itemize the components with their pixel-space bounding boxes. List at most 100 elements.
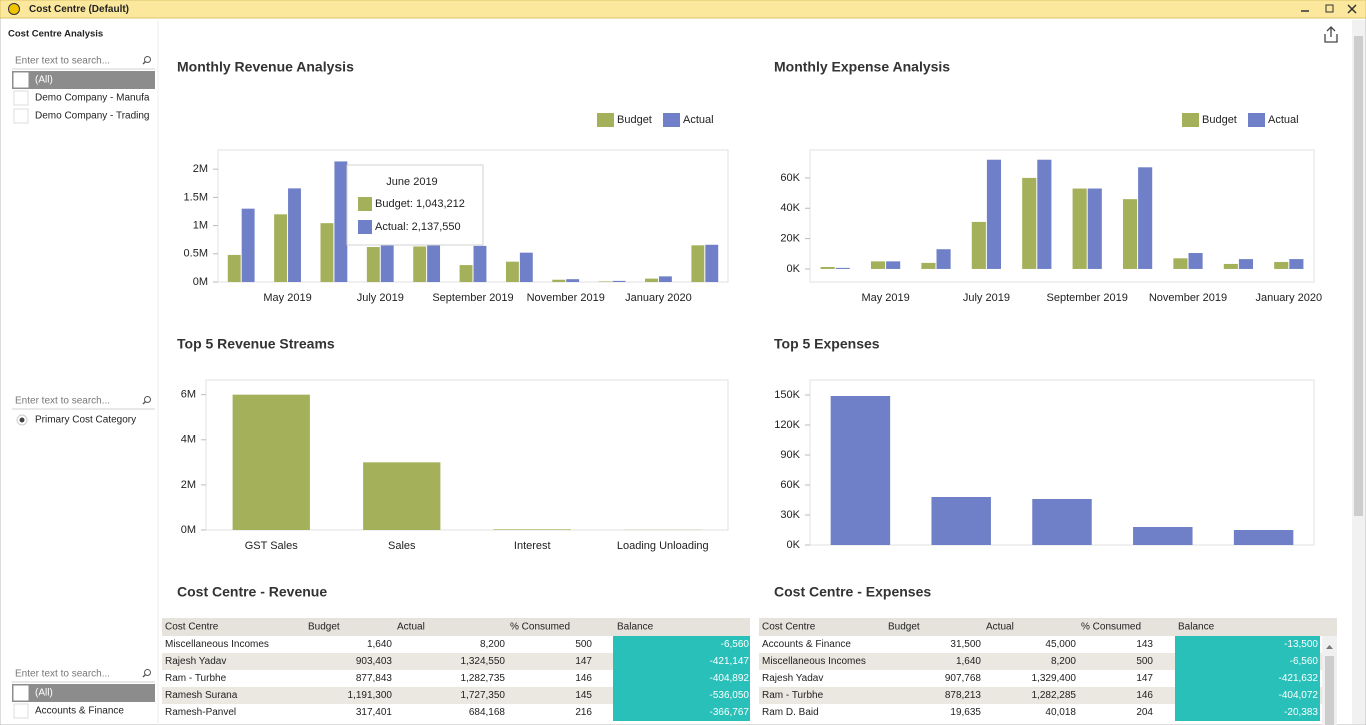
filter-item[interactable]: Primary Cost Category bbox=[35, 415, 136, 426]
table-cell: 19,635 bbox=[950, 707, 981, 718]
table-cell: -13,500 bbox=[1284, 639, 1318, 650]
table-row bbox=[162, 636, 750, 653]
table-cell: 147 bbox=[575, 656, 592, 667]
x-tick-label: Sales bbox=[388, 540, 416, 552]
search-box[interactable] bbox=[12, 666, 155, 682]
app-icon bbox=[8, 3, 20, 15]
scroll-arrow[interactable] bbox=[1326, 645, 1333, 649]
bar bbox=[658, 276, 672, 282]
bar bbox=[288, 188, 301, 282]
table-cell: 143 bbox=[1136, 639, 1153, 650]
bar bbox=[320, 223, 334, 282]
restore-button[interactable] bbox=[1325, 4, 1334, 13]
table-cell: 1,282,285 bbox=[1032, 690, 1077, 701]
y-tick-label: 0.5M bbox=[184, 248, 208, 260]
table-cell: -404,072 bbox=[1279, 690, 1319, 701]
bar bbox=[1037, 159, 1052, 269]
column-header[interactable]: Balance bbox=[617, 622, 654, 633]
bar bbox=[566, 279, 580, 282]
table-header bbox=[162, 618, 750, 636]
balance-cell bbox=[1175, 670, 1320, 687]
search-box[interactable] bbox=[12, 53, 155, 69]
table-cell: Rajesh Yadav bbox=[762, 673, 823, 684]
column-header[interactable]: Balance bbox=[1178, 622, 1215, 633]
filter-item[interactable]: Accounts & Finance bbox=[35, 706, 124, 717]
bar bbox=[612, 280, 626, 282]
close-button[interactable] bbox=[1347, 4, 1357, 14]
balance-cell bbox=[613, 687, 750, 704]
table-cell: 147 bbox=[1136, 673, 1153, 684]
bar bbox=[986, 159, 1002, 269]
filter-item[interactable]: (All) bbox=[35, 75, 53, 86]
table-cell: -6,560 bbox=[1290, 656, 1319, 667]
table-cell: 1,329,400 bbox=[1032, 673, 1077, 684]
search-placeholder: Enter text to search... bbox=[15, 56, 110, 67]
bar bbox=[459, 265, 473, 282]
bar bbox=[552, 279, 566, 282]
table-cell: 500 bbox=[1136, 656, 1153, 667]
table-title: Cost Centre - Revenue bbox=[177, 584, 327, 600]
y-tick-label: 90K bbox=[780, 449, 800, 461]
legend-label: Actual bbox=[683, 114, 714, 126]
export-button[interactable] bbox=[1324, 26, 1338, 43]
bar bbox=[971, 221, 986, 269]
bar bbox=[820, 266, 835, 269]
table-cell: -421,147 bbox=[710, 656, 750, 667]
page-scrollbar-thumb[interactable] bbox=[1354, 36, 1363, 516]
bar bbox=[241, 208, 255, 282]
bar bbox=[921, 262, 936, 269]
balance-cell bbox=[1175, 704, 1320, 721]
filter-item[interactable]: Demo Company - Trading bbox=[35, 111, 150, 122]
bar bbox=[366, 247, 380, 282]
column-header[interactable]: % Consumed bbox=[510, 622, 570, 633]
table-scrollbar-thumb[interactable] bbox=[1325, 656, 1334, 725]
search-icon bbox=[144, 396, 151, 403]
y-tick-label: 1M bbox=[193, 219, 208, 231]
table-cell: -6,560 bbox=[721, 639, 750, 650]
table-cell: 684,168 bbox=[469, 707, 506, 718]
bar bbox=[413, 246, 427, 282]
bar bbox=[830, 396, 891, 545]
column-header[interactable]: Actual bbox=[397, 622, 425, 633]
column-header[interactable]: Budget bbox=[308, 622, 340, 633]
table-cell: 907,768 bbox=[945, 673, 982, 684]
checkbox[interactable] bbox=[13, 685, 29, 701]
table-title: Cost Centre - Expenses bbox=[774, 584, 931, 600]
search-icon bbox=[144, 669, 151, 676]
table-cell: 145 bbox=[575, 690, 592, 701]
bar bbox=[1238, 259, 1254, 269]
column-header[interactable]: Cost Centre bbox=[165, 622, 219, 633]
checkbox[interactable] bbox=[13, 108, 29, 124]
filter-item[interactable]: (All) bbox=[35, 688, 53, 699]
y-tick-label: 60K bbox=[780, 479, 800, 491]
table-cell: 878,213 bbox=[945, 690, 982, 701]
plot-area bbox=[205, 379, 729, 531]
column-header[interactable]: Cost Centre bbox=[762, 622, 816, 633]
bar bbox=[645, 278, 658, 282]
checkbox[interactable] bbox=[13, 72, 29, 88]
search-box[interactable] bbox=[12, 393, 155, 409]
search-icon bbox=[144, 56, 151, 63]
table-cell: 1,324,550 bbox=[461, 656, 506, 667]
search-icon-handle bbox=[142, 61, 146, 65]
bar bbox=[1233, 530, 1294, 545]
table-cell: Ram - Turbhe bbox=[165, 673, 227, 684]
title-bar bbox=[0, 0, 1366, 19]
column-header[interactable]: Budget bbox=[888, 622, 920, 633]
y-tick-label: 40K bbox=[780, 202, 800, 214]
y-tick-label: 2M bbox=[193, 163, 208, 175]
checkbox[interactable] bbox=[13, 703, 29, 719]
column-header[interactable]: Actual bbox=[986, 622, 1014, 633]
checkbox[interactable] bbox=[13, 90, 29, 106]
x-tick-label: May 2019 bbox=[861, 292, 909, 304]
legend-label: Budget bbox=[1202, 114, 1237, 126]
column-header[interactable]: % Consumed bbox=[1081, 622, 1141, 633]
table-cell: -404,892 bbox=[710, 673, 750, 684]
table-cell: 1,191,300 bbox=[348, 690, 393, 701]
table-cell: 8,200 bbox=[480, 639, 505, 650]
filter-item[interactable]: Demo Company - Manufa bbox=[35, 93, 150, 104]
y-tick-label: 120K bbox=[774, 419, 800, 431]
plot-area bbox=[809, 149, 1315, 283]
bar bbox=[1133, 527, 1193, 545]
